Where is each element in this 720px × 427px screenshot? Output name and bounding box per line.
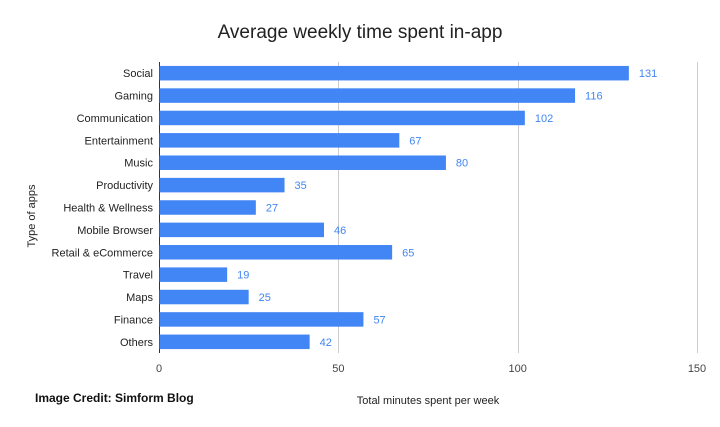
data-label: 57 — [373, 314, 385, 326]
bar — [159, 133, 400, 148]
category-label: Travel — [123, 270, 153, 282]
data-label: 102 — [535, 113, 553, 125]
data-label: 65 — [402, 247, 414, 259]
chart-title: Average weekly time spent in-app — [218, 22, 503, 43]
category-label: Retail & eCommerce — [52, 247, 153, 259]
image-credit: Image Credit: Simform Blog — [35, 391, 194, 405]
x-tick-labels: 0 50 100 150 — [156, 363, 706, 375]
x-tick-label: 50 — [332, 363, 344, 375]
bar — [159, 177, 285, 193]
data-label: 131 — [639, 68, 657, 80]
category-label: Social — [123, 68, 153, 80]
data-label: 25 — [259, 292, 271, 304]
bar — [159, 155, 446, 170]
category-label: Communication — [77, 113, 153, 125]
bars-group: 131 116 102 67 80 35 27 46 65 19 25 57 42 — [159, 65, 657, 350]
category-label: Finance — [114, 314, 153, 326]
category-label: Others — [120, 337, 154, 349]
bar — [159, 289, 249, 305]
bar — [159, 65, 629, 81]
bar — [159, 222, 324, 238]
bar — [159, 88, 576, 103]
data-label: 46 — [334, 225, 346, 237]
category-label: Productivity — [96, 180, 153, 192]
data-label: 19 — [237, 270, 249, 282]
bar — [159, 200, 256, 215]
data-label: 116 — [585, 91, 603, 103]
data-label: 67 — [409, 135, 421, 147]
data-label: 80 — [456, 158, 468, 170]
x-tick-label: 100 — [508, 363, 526, 375]
x-axis-title: Total minutes spent per week — [357, 395, 500, 407]
bar — [159, 267, 228, 282]
category-labels: Social Gaming Communication Entertainment Mu… — [52, 68, 154, 349]
bar — [159, 245, 393, 260]
category-label: Music — [124, 158, 153, 170]
category-label: Gaming — [114, 91, 153, 103]
data-label: 42 — [320, 337, 332, 349]
data-label: 27 — [266, 203, 278, 215]
category-label: Health & Wellness — [63, 203, 153, 215]
bar — [159, 312, 364, 327]
data-label: 35 — [295, 180, 307, 192]
bar — [159, 334, 310, 350]
category-label: Entertainment — [85, 135, 153, 147]
x-tick-label: 0 — [156, 363, 162, 375]
x-tick-label: 150 — [688, 363, 706, 375]
bar — [159, 110, 525, 126]
y-axis-title: Type of apps — [26, 184, 38, 247]
category-label: Maps — [126, 292, 153, 304]
category-label: Mobile Browser — [77, 225, 153, 237]
